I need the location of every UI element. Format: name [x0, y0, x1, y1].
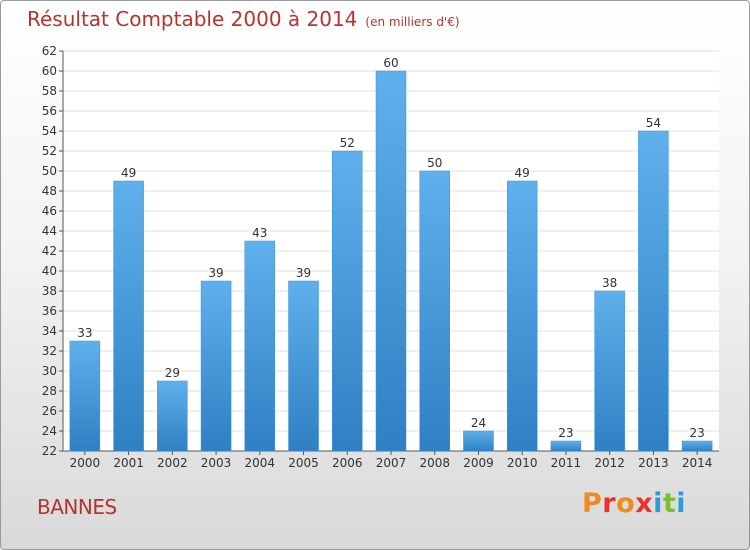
- y-tick-label: 60: [42, 64, 57, 78]
- y-tick-label: 52: [42, 144, 57, 158]
- bar-2013[interactable]: [638, 130, 669, 452]
- x-tick-label: 2009: [463, 456, 494, 470]
- y-tick-label: 54: [42, 124, 57, 138]
- y-tick-label: 50: [42, 164, 57, 178]
- value-label-2002: 29: [165, 366, 180, 380]
- x-tick-label: 2004: [245, 456, 276, 470]
- y-tick-label: 28: [42, 384, 57, 398]
- x-tick-label: 2014: [682, 456, 713, 470]
- title-unit: (en milliers d'€): [365, 15, 460, 29]
- value-label-2008: 50: [427, 156, 442, 170]
- y-tick-label: 32: [42, 344, 57, 358]
- y-tick-label: 62: [42, 44, 57, 58]
- y-tick-label: 58: [42, 84, 57, 98]
- x-tick-label: 2003: [201, 456, 232, 470]
- y-axis: 22 24 26 28 30 32 34 36 38 40 42 44 46 48 50 52 54 56 58 60…: [42, 44, 64, 458]
- y-tick-label: 56: [42, 104, 57, 118]
- y-tick-label: 40: [42, 264, 57, 278]
- x-tick-label: 2001: [113, 456, 144, 470]
- value-label-2001: 49: [121, 166, 136, 180]
- value-label-2014: 23: [689, 426, 704, 440]
- value-label-2013: 54: [646, 116, 661, 130]
- value-label-2011: 23: [558, 426, 573, 440]
- value-label-2010: 49: [515, 166, 530, 180]
- bar-2001[interactable]: [113, 180, 144, 452]
- x-tick-label: 2008: [419, 456, 450, 470]
- bar-2012[interactable]: [594, 290, 625, 452]
- bar-2004[interactable]: [244, 240, 276, 452]
- value-label-2007: 60: [383, 56, 398, 70]
- y-tick-label: 34: [42, 324, 57, 338]
- bar-2010[interactable]: [506, 180, 538, 452]
- x-tick-label: 2007: [376, 456, 407, 470]
- value-label-2003: 39: [208, 266, 223, 280]
- title-text: Résultat Comptable 2000 à 2014: [27, 7, 358, 31]
- y-tick-label: 22: [42, 444, 57, 458]
- bar-2009[interactable]: [463, 430, 494, 452]
- chart-title: Résultat Comptable 2000 à 2014 (en millie…: [27, 7, 460, 31]
- bar-2007[interactable]: [375, 70, 407, 452]
- bar-2003[interactable]: [200, 280, 232, 452]
- bar-2011[interactable]: [550, 440, 582, 452]
- value-label-2009: 24: [471, 416, 486, 430]
- commune-name: BANNES: [37, 495, 117, 519]
- bar-2000[interactable]: [69, 340, 101, 452]
- value-label-2006: 52: [340, 136, 355, 150]
- x-tick-label: 2006: [332, 456, 363, 470]
- bar-2008[interactable]: [419, 170, 450, 452]
- data-labels: 33 49 29 39 43 39 52 60 50 24 49 23 38 54 23: [77, 56, 705, 440]
- x-tick-label: 2005: [288, 456, 319, 470]
- y-tick-label: 36: [42, 304, 57, 318]
- y-tick-label: 42: [42, 244, 57, 258]
- y-tick-label: 26: [42, 404, 57, 418]
- y-tick-label: 30: [42, 364, 57, 378]
- x-tick-label: 2000: [70, 456, 101, 470]
- x-tick-label: 2010: [507, 456, 538, 470]
- bars: [69, 70, 713, 452]
- proxiti-logo[interactable]: Proxiti: [582, 488, 687, 519]
- x-tick-label: 2011: [551, 456, 582, 470]
- value-label-2005: 39: [296, 266, 311, 280]
- bar-2006[interactable]: [332, 150, 363, 452]
- value-label-2004: 43: [252, 226, 267, 240]
- y-tick-label: 48: [42, 184, 57, 198]
- bar-2005[interactable]: [288, 280, 319, 452]
- value-label-2012: 38: [602, 276, 617, 290]
- x-tick-label: 2002: [157, 456, 188, 470]
- y-tick-label: 24: [42, 424, 57, 438]
- x-tick-label: 2012: [594, 456, 625, 470]
- x-tick-label: 2013: [638, 456, 669, 470]
- bar-2002[interactable]: [157, 380, 188, 452]
- y-tick-label: 38: [42, 284, 57, 298]
- value-label-2000: 33: [77, 326, 92, 340]
- bar-2014[interactable]: [681, 440, 713, 452]
- y-tick-label: 46: [42, 204, 57, 218]
- y-tick-label: 44: [42, 224, 57, 238]
- x-axis: 2000 2001 2002 2003 2004 2005 2006 2007 2008 2009…: [63, 450, 719, 470]
